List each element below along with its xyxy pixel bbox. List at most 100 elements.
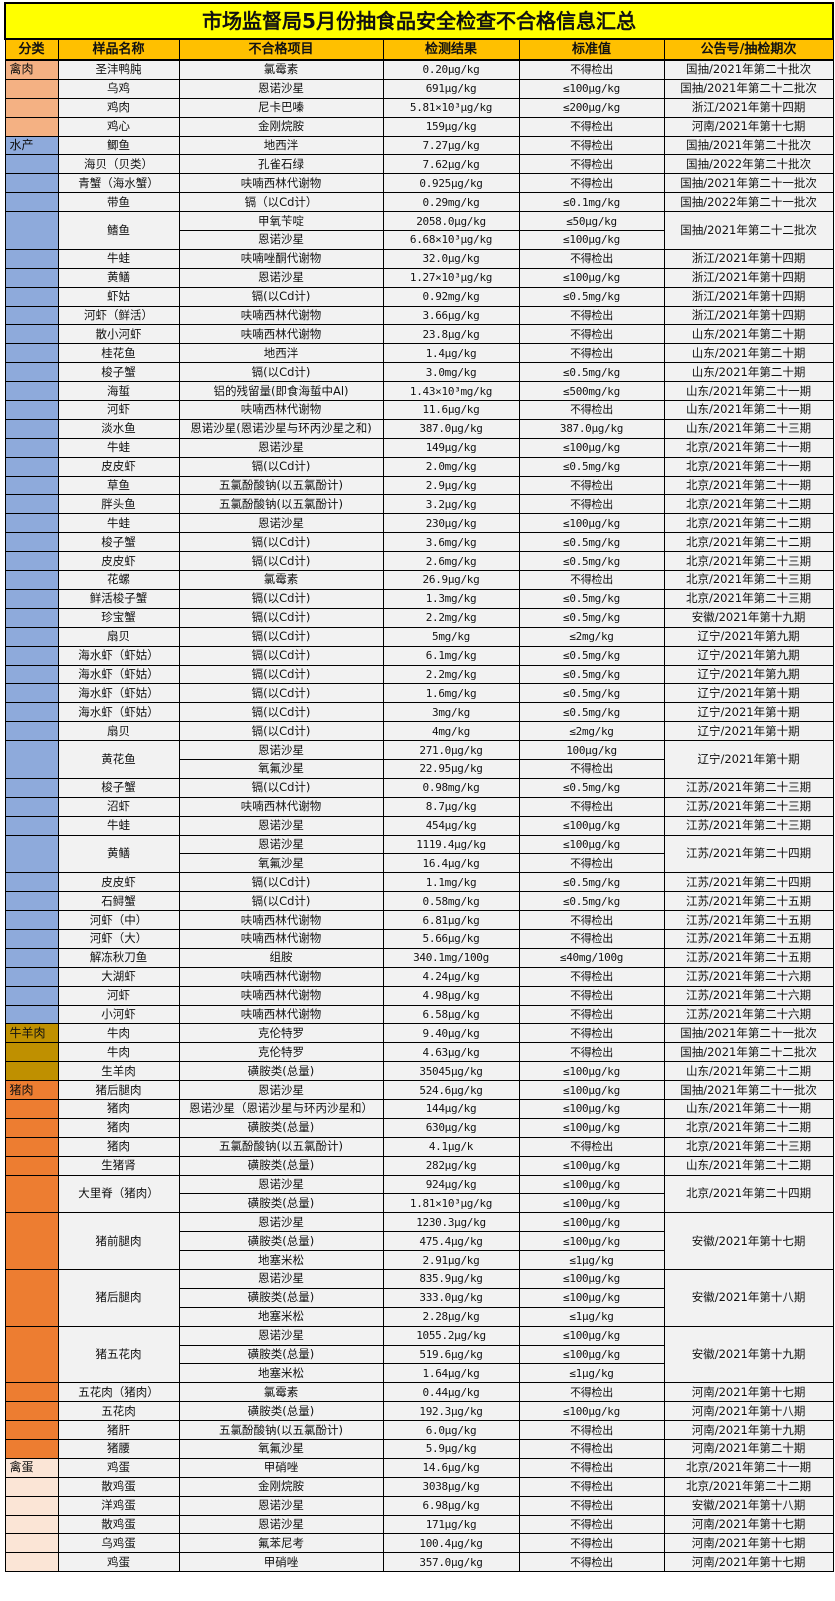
- notice-number: 山东/2021年第二十三期: [663, 418, 834, 439]
- notice-number: 国抽/2021年第二十批次: [663, 135, 834, 156]
- notice-number: 安徽/2021年第十八期: [663, 1495, 834, 1516]
- standard-value: ≤100μg/kg: [518, 267, 665, 288]
- standard-value: ≤100μg/kg: [518, 78, 665, 99]
- category-cell: [4, 286, 59, 307]
- test-result: 2.6mg/kg: [382, 551, 520, 572]
- category-cell: [4, 267, 59, 288]
- table-row: 海蜇 铝的残留量(即食海蜇中Al) 1.43×10³mg/kg ≤500mg/kg 山东…: [4, 381, 834, 402]
- category-cell: [4, 513, 59, 534]
- sample-name: 黄花鱼: [57, 740, 180, 779]
- failed-item: 五氯酚酸钠(以五氯酚计): [178, 1136, 384, 1157]
- sample-name: 河虾（大）: [57, 928, 180, 949]
- category-cell: [4, 1061, 59, 1082]
- sample-name: 黄鳝: [57, 834, 180, 874]
- category-cell: [4, 645, 59, 666]
- standard-value: ≤2mg/kg: [518, 626, 665, 647]
- header-standard: 标准值: [518, 38, 665, 61]
- test-result: 2.2mg/kg: [382, 607, 520, 628]
- test-result: 357.0μg/kg: [382, 1552, 520, 1573]
- table-row: 洋鸡蛋 恩诺沙星 6.98μg/kg 不得检出 安徽/2021年第十八期: [4, 1495, 834, 1516]
- test-result: 6.68×10³μg/kg: [382, 230, 520, 250]
- standard-value: ≤0.5mg/kg: [518, 777, 665, 798]
- test-result: 3mg/kg: [382, 702, 520, 723]
- table-row: 乌鸡 恩诺沙星 691μg/kg ≤100μg/kg 国抽/2021年第二十二批次: [4, 78, 834, 99]
- test-result: 2.0mg/kg: [382, 456, 520, 477]
- table-row: 鸡肉 尼卡巴嗪 5.81×10³μg/kg ≤200μg/kg 浙江/2021年第十四期: [4, 97, 834, 118]
- failed-item: 金刚烷胺: [178, 116, 384, 137]
- table-row: 猪腰 氧氟沙星 5.9μg/kg 不得检出 河南/2021年第二十期: [4, 1439, 834, 1459]
- test-result: 144μg/kg: [382, 1098, 520, 1119]
- failed-item: 恩诺沙星: [178, 815, 384, 836]
- sample-name: 黄鳝: [57, 267, 180, 288]
- failed-item: 铝的残留量(即食海蜇中Al): [178, 381, 384, 402]
- sample-name: 河虾: [57, 400, 180, 420]
- sample-name: 乌鸡蛋: [57, 1533, 180, 1554]
- test-result: 4.63μg/kg: [382, 1042, 520, 1063]
- standard-value: ≤1μg/kg: [518, 1250, 665, 1270]
- standard-value: 不得检出: [518, 1004, 665, 1025]
- failed-item: 氟苯尼考: [178, 1533, 384, 1554]
- notice-number: 江苏/2021年第二十三期: [663, 815, 834, 836]
- failed-item: 克伦特罗: [178, 1023, 384, 1044]
- sample-name: 河虾（鲜活）: [57, 305, 180, 326]
- category-cell: [4, 1514, 59, 1535]
- failed-item: 氯霉素: [178, 1382, 384, 1403]
- table-row: 地塞米松 2.91μg/kg ≤1μg/kg: [5, 1250, 833, 1270]
- table-row: 鳍鱼 甲氧苄啶 2058.0μg/kg ≤50μg/kg 国抽/2021年第二十二批次: [4, 211, 834, 250]
- standard-value: ≤0.5mg/kg: [518, 872, 665, 893]
- standard-value: 不得检出: [518, 305, 665, 326]
- failed-item: 呋喃西林代谢物: [178, 985, 384, 1006]
- standard-value: ≤100μg/kg: [518, 1401, 665, 1422]
- sample-name: 海水虾（虾姑）: [57, 664, 180, 685]
- sample-name: 猪后腿肉: [57, 1080, 180, 1100]
- notice-number: 国抽/2021年第二十批次: [663, 59, 834, 80]
- test-result: 1.4μg/kg: [382, 343, 520, 364]
- failed-item: 呋喃西林代谢物: [178, 305, 384, 326]
- table-row: 生羊肉 磺胺类(总量) 35045μg/kg ≤100μg/kg 山东/2021年第二十…: [4, 1061, 834, 1082]
- standard-value: 不得检出: [518, 1439, 665, 1459]
- failed-item: 恩诺沙星: [178, 1269, 384, 1289]
- table-row: 猪肉 猪后腿肉 恩诺沙星 524.6μg/kg ≤100μg/kg 国抽/2021年第二十…: [4, 1080, 834, 1100]
- failed-item: 磺胺类(总量): [178, 1061, 384, 1082]
- notice-number: 国抽/2021年第二十二批次: [663, 78, 834, 99]
- test-result: 1.43×10³mg/kg: [382, 381, 520, 402]
- failed-item: 恩诺沙星: [178, 513, 384, 534]
- sample-name: 珍宝蟹: [57, 607, 180, 628]
- failed-item: 恩诺沙星: [178, 834, 384, 855]
- table-row: 虾姑 镉(以Cd计) 0.92mg/kg ≤0.5mg/kg 浙江/2021年第十四期: [4, 286, 834, 307]
- sample-name: 圣沣鸭肫: [57, 59, 180, 80]
- sample-name: 皮皮虾: [57, 551, 180, 572]
- category-cell: [4, 192, 59, 213]
- table-row: 猪肝 五氯酚酸钠(以五氯酚计) 6.0μg/kg 不得检出 河南/2021年第十九期: [4, 1420, 834, 1441]
- table-row: 大里脊（猪肉） 恩诺沙星 924μg/kg ≤100μg/kg 北京/2021年第二十四…: [4, 1174, 834, 1214]
- test-result: 7.27μg/kg: [382, 135, 520, 156]
- test-result: 16.4μg/kg: [382, 853, 520, 874]
- sample-name: 鲫鱼: [57, 135, 180, 156]
- notice-number: 河南/2021年第十八期: [663, 1401, 834, 1422]
- header-notice: 公告号/抽检期次: [663, 38, 834, 61]
- standard-value: 不得检出: [518, 173, 665, 194]
- notice-number: 辽宁/2021年第九期: [663, 645, 834, 666]
- sample-name: 牛蛙: [57, 815, 180, 836]
- category-cell: [4, 910, 59, 930]
- standard-value: ≤0.5mg/kg: [518, 362, 665, 383]
- notice-number: 北京/2021年第二十三期: [663, 588, 834, 609]
- notice-number: 江苏/2021年第二十六期: [663, 966, 834, 987]
- failed-item: 呋喃西林代谢物: [178, 324, 384, 345]
- notice-number: 江苏/2021年第二十五期: [663, 928, 834, 949]
- failed-item: 氧氟沙星: [178, 853, 384, 874]
- standard-value: 不得检出: [518, 475, 665, 496]
- table-row: 氧氟沙星 22.95μg/kg 不得检出: [5, 758, 833, 779]
- sample-name: 牛肉: [57, 1042, 180, 1063]
- standard-value: ≤0.5mg/kg: [518, 607, 665, 628]
- table-row: 散鸡蛋 金刚烷胺 3038μg/kg 不得检出 北京/2021年第二十二期: [4, 1476, 834, 1497]
- notice-number: 江苏/2021年第二十五期: [663, 891, 834, 912]
- table-row: 海水虾（虾姑） 镉(以Cd计) 1.6mg/kg ≤0.5mg/kg 辽宁/2021年第…: [4, 683, 834, 704]
- table-row: 猪肉 五氯酚酸钠(以五氯酚计) 4.1μg/k 不得检出 北京/2021年第二十三期: [4, 1136, 834, 1157]
- standard-value: ≤1μg/kg: [518, 1306, 665, 1327]
- failed-item: 呋喃西林代谢物: [178, 928, 384, 949]
- sample-name: 猪肝: [57, 1420, 180, 1441]
- failed-item: 恩诺沙星: [178, 1212, 384, 1233]
- failed-item: 金刚烷胺: [178, 1476, 384, 1497]
- category-cell: [4, 1382, 59, 1403]
